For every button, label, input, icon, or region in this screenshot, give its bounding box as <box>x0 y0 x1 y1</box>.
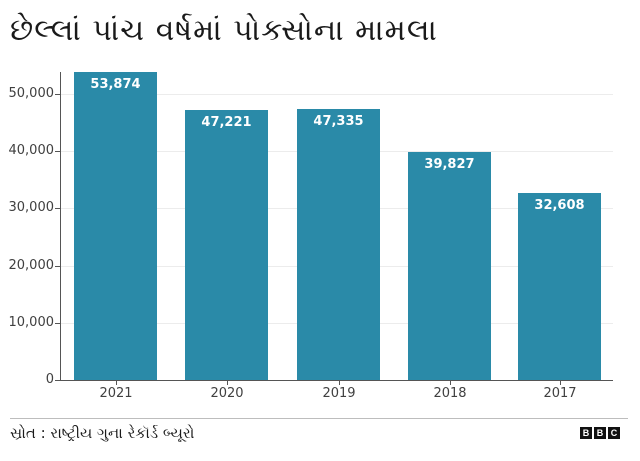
y-tick-mark <box>55 208 60 209</box>
y-tick-mark <box>55 323 60 324</box>
y-tick-label: 30,000 <box>8 200 55 215</box>
x-tick-label: 2019 <box>322 386 356 401</box>
bar-value-label: 32,608 <box>534 198 585 213</box>
x-tick-mark <box>560 380 561 385</box>
y-tick-label: 0 <box>45 372 54 387</box>
x-tick-mark <box>339 380 340 385</box>
x-tick-mark <box>450 380 451 385</box>
bar-value-label: 39,827 <box>424 157 475 172</box>
bar-value-label: 47,221 <box>201 115 252 130</box>
y-tick-label: 10,000 <box>8 315 55 330</box>
bar-value-label: 47,335 <box>313 114 364 129</box>
source-note: સ્રોત : રાષ્ટ્રીય ગુના રેકૉર્ડ બ્યૂરો <box>10 424 195 442</box>
y-tick-mark <box>55 94 60 95</box>
gridline <box>61 94 613 95</box>
footer-divider <box>10 418 628 419</box>
y-tick-mark <box>55 151 60 152</box>
bar-2019: 47,335 <box>297 109 380 380</box>
y-tick-label: 40,000 <box>8 143 55 158</box>
x-tick-mark <box>227 380 228 385</box>
x-tick-label: 2020 <box>210 386 244 401</box>
x-tick-label: 2018 <box>433 386 467 401</box>
logo-letter: B <box>594 427 606 439</box>
bar-2020: 47,221 <box>185 110 268 380</box>
logo-letter: C <box>608 427 620 439</box>
x-tick-mark <box>116 380 117 385</box>
bbc-logo: B B C <box>580 427 620 439</box>
logo-letter: B <box>580 427 592 439</box>
chart-title: છેલ્લાં પાંચ વર્ષમાં પોક્સોના મામલા <box>10 13 438 48</box>
x-tick-label: 2021 <box>99 386 133 401</box>
bar-2018: 39,827 <box>408 152 491 380</box>
y-tick-label: 50,000 <box>8 86 55 101</box>
x-axis <box>60 380 613 381</box>
bar-value-label: 53,874 <box>90 77 141 92</box>
bar-2017: 32,608 <box>518 193 601 380</box>
y-tick-mark <box>55 380 60 381</box>
x-tick-label: 2017 <box>543 386 577 401</box>
y-tick-mark <box>55 266 60 267</box>
bar-2021: 53,874 <box>74 72 157 380</box>
y-axis <box>60 72 61 381</box>
y-tick-label: 20,000 <box>8 258 55 273</box>
